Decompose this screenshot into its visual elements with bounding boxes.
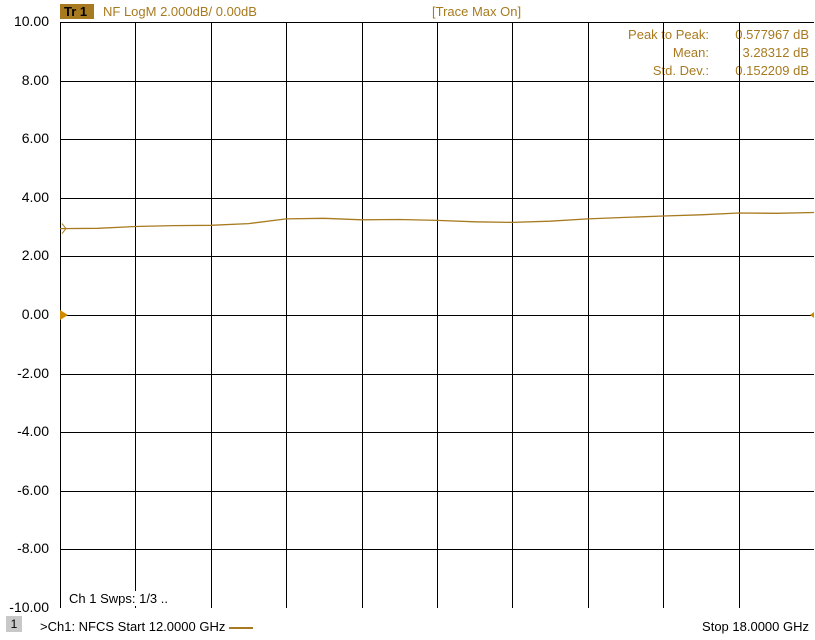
- footer-bar: 1 >Ch1: NFCS Start 12.0000 GHz Stop 18.0…: [0, 614, 815, 640]
- trace-badge[interactable]: Tr 1: [60, 4, 94, 19]
- y-tick-label: 10.00: [13, 13, 49, 29]
- channel-number[interactable]: 1: [6, 616, 22, 632]
- stat-std-dev: Std. Dev.: 0.152209 dB: [628, 62, 809, 80]
- stat-mean: Mean: 3.28312 dB: [628, 44, 809, 62]
- plot-area[interactable]: [60, 22, 814, 608]
- trace-legend-line: [229, 626, 254, 629]
- stat-peak-to-peak: Peak to Peak: 0.577967 dB: [628, 26, 809, 44]
- trace-start-marker: [61, 223, 67, 234]
- reference-marker-right: [810, 312, 814, 318]
- stat-label: Mean:: [672, 45, 709, 60]
- y-tick-label: -6.00: [17, 481, 49, 498]
- y-tick-label: -4.00: [17, 423, 49, 440]
- sweep-start-label: >Ch1: NFCS Start 12.0000 GHz: [40, 619, 226, 634]
- y-tick-label: -2.00: [17, 364, 49, 381]
- trace-line: [60, 211, 814, 230]
- stat-label: Peak to Peak:: [628, 27, 709, 42]
- y-tick-label: -10.00: [9, 599, 49, 615]
- stat-value: 0.577967 dB: [735, 27, 809, 42]
- trace-format-label: NF LogM 2.000dB/ 0.00dB: [103, 4, 257, 19]
- y-tick-label: 2.00: [21, 247, 49, 264]
- sweep-start: >Ch1: NFCS Start 12.0000 GHz: [40, 619, 254, 634]
- y-tick-label: 4.00: [21, 188, 49, 205]
- trace-max-status: [Trace Max On]: [432, 4, 522, 19]
- y-tick-label: 8.00: [21, 71, 49, 88]
- stat-value: 0.152209 dB: [735, 63, 809, 78]
- y-tick-label: 0.00: [21, 306, 49, 322]
- channel-status: Ch 1 Swps: 1/3 ..: [69, 591, 168, 606]
- stat-label: Std. Dev.:: [652, 63, 709, 78]
- y-tick-label: -8.00: [17, 540, 49, 557]
- sweep-stop: Stop 18.0000 GHz: [702, 619, 809, 634]
- stat-value: 3.28312 dB: [742, 45, 809, 60]
- y-tick-label: 6.00: [21, 130, 49, 147]
- reference-marker-left: [60, 310, 68, 320]
- statistics-panel: Peak to Peak: 0.577967 dB Mean: 3.28312 …: [628, 26, 809, 80]
